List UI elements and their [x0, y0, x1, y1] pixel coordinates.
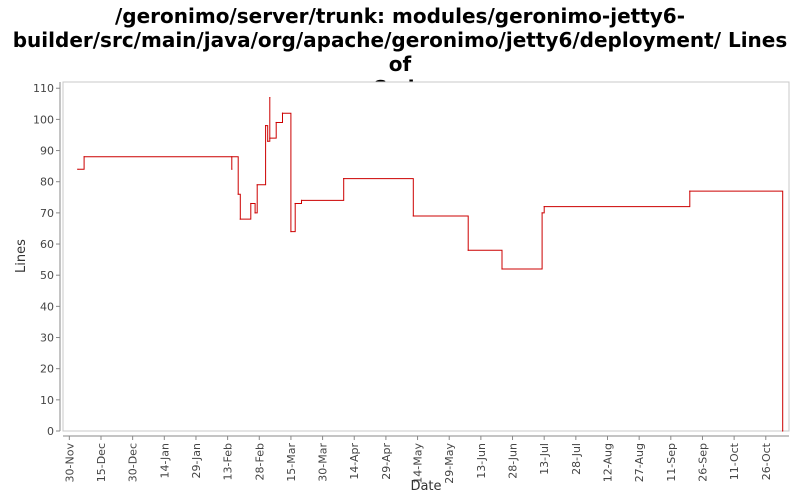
series-layer — [77, 96, 784, 432]
x-tick-label: 14-May — [412, 443, 425, 484]
y-tick-label: 40 — [40, 300, 54, 313]
data-point — [256, 184, 258, 186]
x-tick-label: 28-Jun — [507, 443, 520, 479]
data-point — [281, 112, 284, 114]
y-tick-label: 60 — [40, 238, 54, 251]
data-point — [231, 156, 233, 158]
x-tick-label: 14-Apr — [348, 443, 361, 480]
data-point — [543, 206, 545, 208]
data-point — [782, 430, 784, 432]
y-tick-label: 10 — [40, 394, 54, 407]
x-tick-label: 13-Feb — [222, 443, 235, 480]
data-point — [541, 212, 543, 214]
data-point — [294, 202, 296, 205]
data-point — [275, 121, 277, 124]
data-point — [689, 190, 691, 192]
data-point — [343, 177, 345, 180]
x-tick-label: 29-May — [443, 443, 456, 484]
y-tick-label: 100 — [33, 113, 54, 126]
chart-title-line-2: builder/src/main/java/org/apache/geronim… — [12, 28, 788, 76]
data-point — [250, 202, 252, 205]
y-axis-title: Lines — [14, 239, 29, 273]
x-axis-title: Date — [410, 479, 441, 494]
data-point — [231, 168, 233, 170]
data-point — [239, 218, 241, 220]
x-tick-label: 28-Jul — [570, 443, 583, 475]
data-point — [77, 168, 79, 170]
data-point — [300, 199, 303, 202]
x-tick-label: 26-Oct — [760, 442, 773, 480]
x-tick-label: 14-Jan — [158, 443, 171, 479]
y-tick-label: 70 — [40, 207, 54, 220]
x-tick-label: 30-Dec — [127, 443, 140, 482]
x-tick-label: 15-Mar — [285, 443, 298, 482]
y-tick-label: 30 — [40, 332, 54, 345]
x-tick-label: 30-Mar — [317, 443, 330, 482]
data-point — [269, 96, 271, 99]
data-point — [412, 215, 414, 217]
x-tick-label: 13-Jun — [475, 443, 488, 479]
x-tick-label: 13-Jul — [538, 443, 551, 475]
x-tick-label: 30-Nov — [63, 443, 76, 483]
plot-area — [62, 81, 790, 432]
y-axis: 0 10 20 30 40 50 60 70 80 90 100 110 — [33, 82, 61, 438]
y-tick-label: 80 — [40, 176, 54, 189]
y-tick-label: 50 — [40, 269, 54, 282]
data-point — [501, 268, 503, 270]
data-point — [83, 156, 85, 158]
data-point — [254, 212, 256, 214]
data-point — [467, 249, 469, 251]
x-tick-label: 15-Dec — [95, 443, 108, 482]
x-tick-label: 12-Aug — [602, 443, 615, 482]
x-tick-label: 26-Sep — [696, 443, 709, 482]
y-tick-label: 20 — [40, 363, 54, 376]
x-tick-label: 28-Feb — [253, 443, 266, 480]
y-tick-label: 110 — [33, 82, 54, 95]
y-tick-label: 0 — [47, 425, 54, 438]
x-tick-label: 29-Jan — [190, 443, 203, 479]
chart-title-line-1: /geronimo/server/trunk: modules/geronimo… — [114, 4, 686, 28]
y-tick-label: 90 — [40, 145, 54, 158]
data-point — [290, 230, 292, 233]
x-tick-label: 11-Sep — [665, 443, 678, 482]
data-point — [237, 193, 239, 195]
x-axis: 30-Nov 15-Dec 30-Dec 14-Jan 29-Jan 13-Feb 28-F… — [63, 435, 789, 484]
chart-title: /geronimo/server/trunk: modules/geronimo… — [0, 4, 800, 100]
data-point — [267, 140, 269, 142]
data-point — [269, 137, 271, 139]
data-point — [265, 125, 267, 127]
x-tick-label: 11-Oct — [728, 442, 741, 480]
x-tick-label: 27-Aug — [633, 443, 646, 482]
x-tick-label: 29-Apr — [380, 443, 393, 480]
